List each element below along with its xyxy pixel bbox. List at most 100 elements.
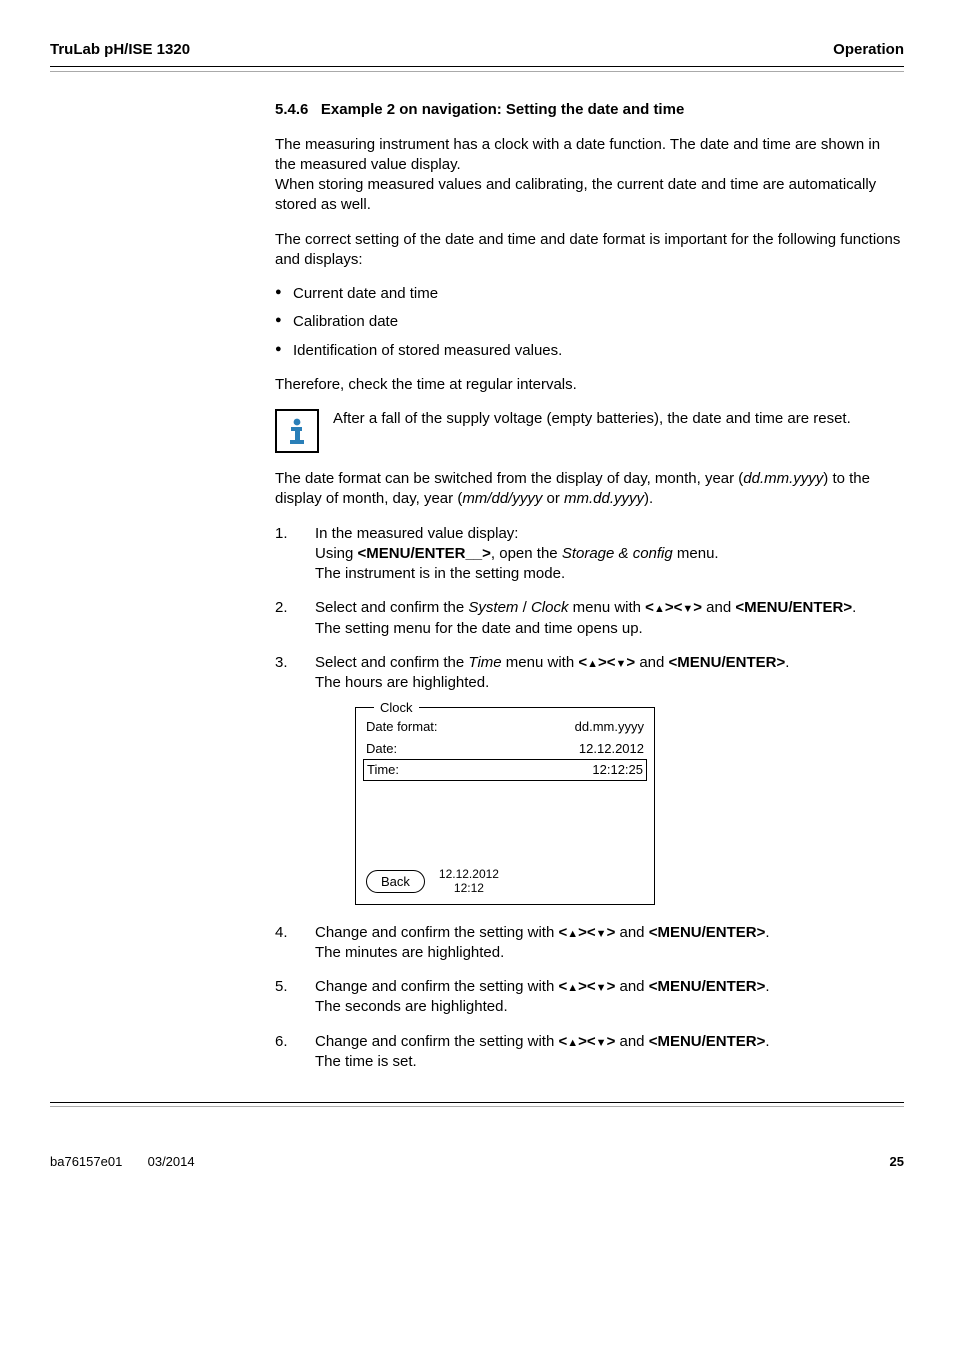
- s2-and: and: [702, 599, 735, 616]
- s3-k1a: <: [578, 654, 587, 671]
- s1-l2c: , open the: [491, 545, 562, 562]
- lcd-value: dd.mm.yyyy: [575, 718, 644, 736]
- s3-a: Select and confirm the: [315, 654, 468, 671]
- bullet-item: Identification of stored measured values…: [275, 341, 904, 361]
- step-body: In the measured value display: Using <ME…: [315, 524, 904, 585]
- p1a: The measuring instrument has a clock wit…: [275, 136, 880, 173]
- footer-date: 03/2014: [148, 1154, 195, 1169]
- p4-f1: dd.mm.yyyy: [743, 470, 823, 487]
- lcd-footer-time: 12:12: [439, 881, 499, 895]
- triangle-down-icon: [596, 924, 607, 941]
- s5-dot: .: [765, 978, 769, 995]
- s6-and: and: [615, 1033, 648, 1050]
- s4-k1a: <: [558, 924, 567, 941]
- bullet-item: Calibration date: [275, 312, 904, 332]
- s4-k1b: ><: [578, 924, 596, 941]
- lcd-spacer: [366, 781, 644, 851]
- main-content: 5.4.6 Example 2 on navigation: Setting t…: [275, 100, 904, 1072]
- step-number: 3.: [275, 653, 315, 694]
- s6-k1c: >: [607, 1033, 616, 1050]
- section-number: 5.4.6: [275, 101, 308, 118]
- footer-rule-thin: [50, 1106, 904, 1107]
- s1-l1: In the measured value display:: [315, 525, 518, 542]
- triangle-down-icon: [596, 978, 607, 995]
- s2-clock: Clock: [531, 599, 569, 616]
- lcd-legend: Clock: [374, 699, 419, 717]
- step-number: 2.: [275, 598, 315, 639]
- s6-a: Change and confirm the setting with: [315, 1033, 558, 1050]
- bullet-item: Current date and time: [275, 284, 904, 304]
- s2-k1a: <: [645, 599, 654, 616]
- s1-l2a: Using: [315, 545, 358, 562]
- step-body: Change and confirm the setting with <><>…: [315, 923, 904, 964]
- header-left: TruLab pH/ISE 1320: [50, 40, 190, 60]
- lcd-back-button: Back: [366, 870, 425, 894]
- step-1: 1. In the measured value display: Using …: [315, 524, 904, 585]
- triangle-up-icon: [587, 654, 598, 671]
- header-rule-thin: [50, 71, 904, 72]
- step-number: 5.: [275, 977, 315, 1018]
- s2-k1b: ><: [665, 599, 683, 616]
- info-text: After a fall of the supply voltage (empt…: [333, 409, 851, 429]
- s2-k2: <MENU/ENTER>: [735, 599, 852, 616]
- s5-l2: The seconds are highlighted.: [315, 998, 508, 1015]
- s3-b: menu with: [502, 654, 579, 671]
- bullet-list: Current date and time Calibration date I…: [275, 284, 904, 361]
- step-body: Change and confirm the setting with <><>…: [315, 977, 904, 1018]
- s2-l2: The setting menu for the date and time o…: [315, 620, 643, 637]
- step-number: 6.: [275, 1032, 315, 1073]
- triangle-up-icon: [567, 1033, 578, 1050]
- footer-page-number: 25: [890, 1153, 904, 1171]
- p4-pre: The date format can be switched from the…: [275, 470, 743, 487]
- s4-k1c: >: [607, 924, 616, 941]
- lcd-footer: Back 12.12.2012 12:12: [356, 861, 654, 904]
- s5-and: and: [615, 978, 648, 995]
- lcd-label: Time:: [367, 761, 399, 779]
- step-list: 1. In the measured value display: Using …: [275, 524, 904, 1073]
- step-number: 1.: [275, 524, 315, 585]
- s5-k1c: >: [607, 978, 616, 995]
- s3-k1b: ><: [598, 654, 616, 671]
- header-right: Operation: [833, 40, 904, 60]
- p4-f2: mm/dd/yyyy: [462, 490, 542, 507]
- s2-a: Select and confirm the: [315, 599, 468, 616]
- lcd-footer-date: 12.12.2012: [439, 867, 499, 881]
- lcd-value: 12.12.2012: [579, 740, 644, 758]
- p4-f3: mm.dd.yyyy: [564, 490, 644, 507]
- s3-l2: The hours are highlighted.: [315, 674, 489, 691]
- s2-k1c: >: [693, 599, 702, 616]
- s3-k2: <MENU/ENTER>: [669, 654, 786, 671]
- lcd-row: Date: 12.12.2012: [366, 738, 644, 760]
- s3-time: Time: [468, 654, 501, 671]
- step-body: Select and confirm the System / Clock me…: [315, 598, 904, 639]
- triangle-up-icon: [567, 924, 578, 941]
- s6-dot: .: [765, 1033, 769, 1050]
- s2-slash: /: [518, 599, 531, 616]
- s4-and: and: [615, 924, 648, 941]
- paragraph-check: Therefore, check the time at regular int…: [275, 375, 904, 395]
- page-footer: ba76157e01 03/2014 25: [50, 1147, 904, 1171]
- s2-dot: .: [852, 599, 856, 616]
- paragraph-intro: The measuring instrument has a clock wit…: [275, 135, 904, 216]
- info-note: After a fall of the supply voltage (empt…: [275, 409, 904, 453]
- p1b: When storing measured values and calibra…: [275, 176, 876, 213]
- s3-dot: .: [785, 654, 789, 671]
- page-header: TruLab pH/ISE 1320 Operation: [50, 40, 904, 60]
- s1-l3: The instrument is in the setting mode.: [315, 565, 565, 582]
- s5-k2: <MENU/ENTER>: [649, 978, 766, 995]
- step-6: 6. Change and confirm the setting with <…: [315, 1032, 904, 1073]
- s5-k1b: ><: [578, 978, 596, 995]
- triangle-up-icon: [654, 599, 665, 616]
- p4-end: ).: [644, 490, 653, 507]
- p4-or: or: [542, 490, 564, 507]
- s4-k2: <MENU/ENTER>: [649, 924, 766, 941]
- s3-and: and: [635, 654, 668, 671]
- triangle-down-icon: [596, 1033, 607, 1050]
- s3-k1c: >: [626, 654, 635, 671]
- triangle-down-icon: [616, 654, 627, 671]
- paragraph-format: The date format can be switched from the…: [275, 469, 904, 510]
- triangle-up-icon: [567, 978, 578, 995]
- s4-l2: The minutes are highlighted.: [315, 944, 504, 961]
- step-2: 2. Select and confirm the System / Clock…: [315, 598, 904, 639]
- lcd-label: Date format:: [366, 718, 438, 736]
